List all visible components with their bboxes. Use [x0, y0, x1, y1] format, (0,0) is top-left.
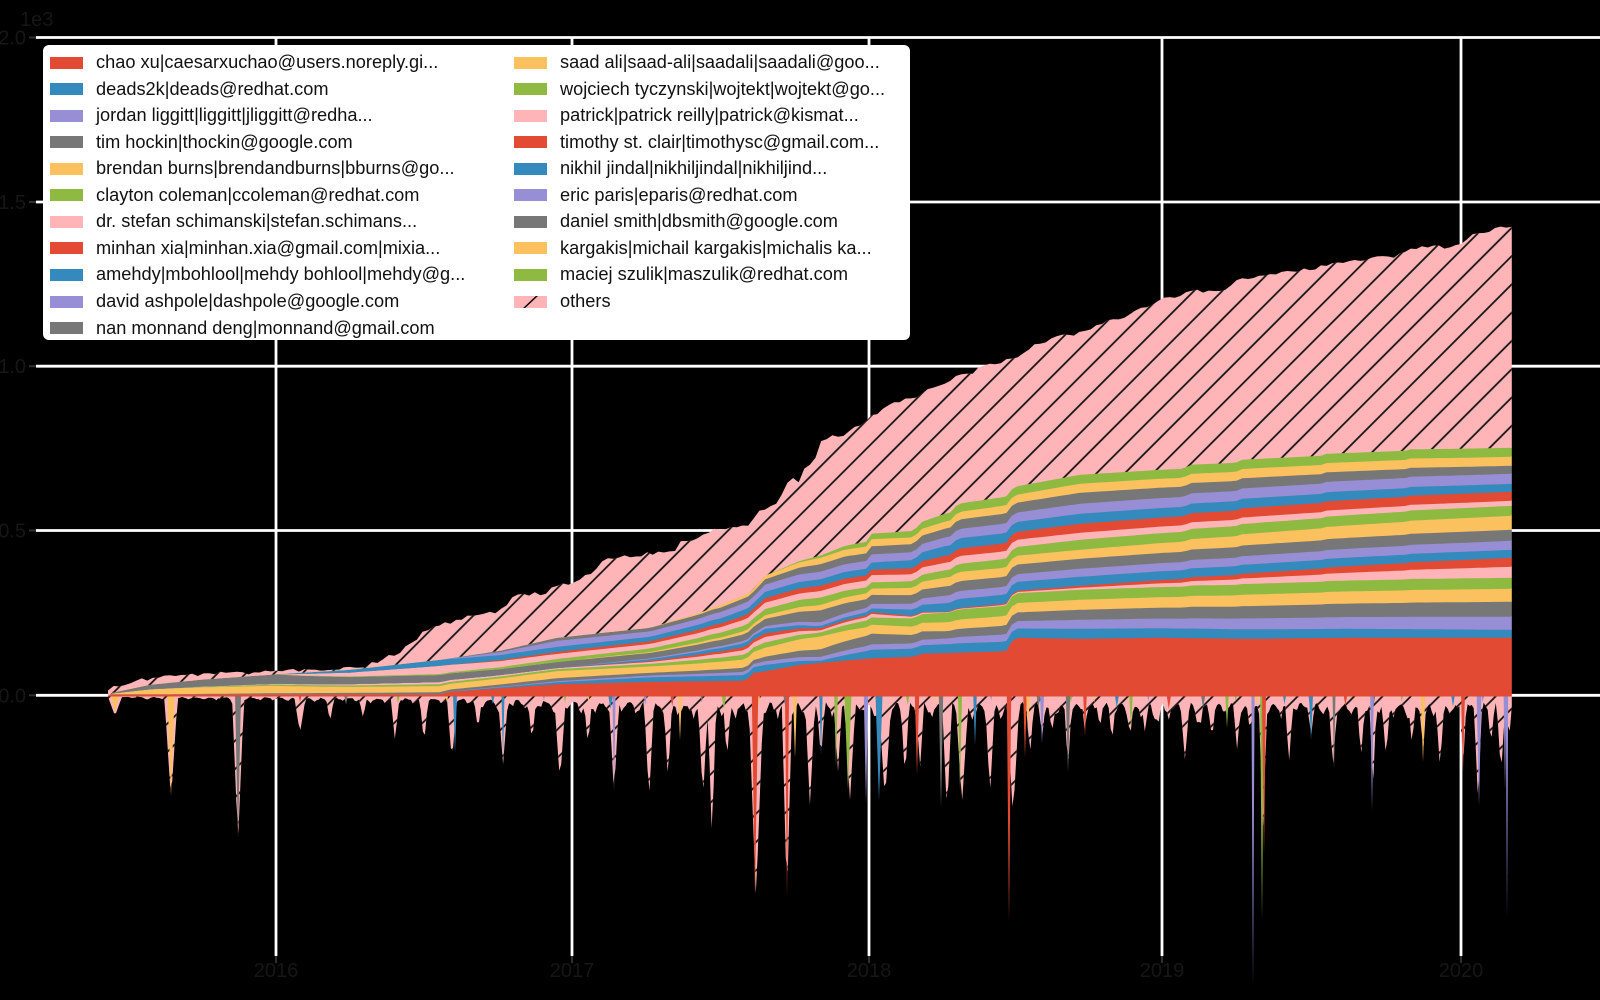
svg-text:2016: 2016 [254, 960, 299, 982]
svg-text:2020: 2020 [1439, 960, 1484, 982]
svg-text:0.5: 0.5 [0, 521, 26, 543]
svg-text:0.0: 0.0 [0, 685, 26, 707]
svg-text:1.0: 1.0 [0, 356, 26, 378]
svg-text:1e3: 1e3 [20, 9, 53, 31]
svg-text:2017: 2017 [550, 960, 595, 982]
svg-text:2018: 2018 [847, 960, 892, 982]
svg-text:1.5: 1.5 [0, 192, 26, 214]
svg-text:2019: 2019 [1140, 960, 1185, 982]
svg-text:2.0: 2.0 [0, 28, 26, 50]
